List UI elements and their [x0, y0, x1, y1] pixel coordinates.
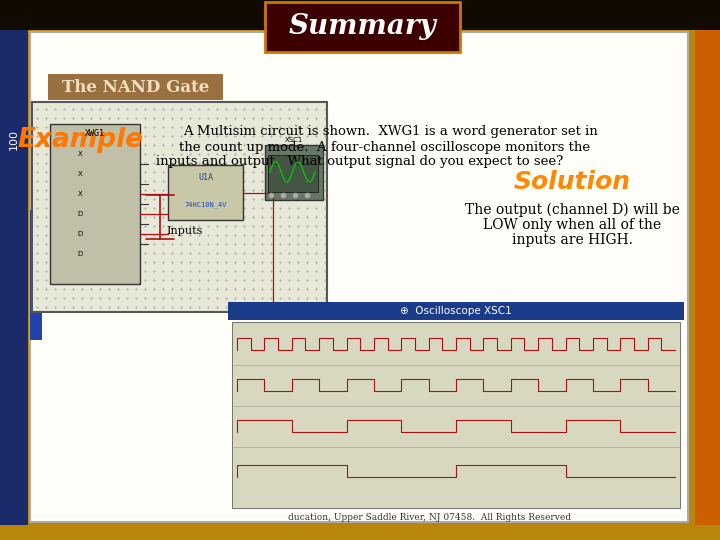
Text: A Multisim circuit is shown.  XWG1 is a word generator set in: A Multisim circuit is shown. XWG1 is a w… — [183, 125, 598, 138]
Bar — [0, 30, 28, 540]
Text: the count up mode.  A four-channel oscilloscope monitors the: the count up mode. A four-channel oscill… — [179, 140, 590, 153]
Bar — [0, 0, 720, 30]
Text: inputs and output.  What output signal do you expect to see?: inputs and output. What output signal do… — [156, 156, 564, 168]
Text: Inputs: Inputs — [167, 226, 203, 236]
Text: ducation, Upper Saddle River, NJ 07458.  All Rights Reserved: ducation, Upper Saddle River, NJ 07458. … — [289, 514, 572, 523]
Text: XSC1: XSC1 — [285, 137, 303, 143]
Bar — [695, 30, 720, 540]
Bar — [232, 322, 680, 508]
Bar — [268, 155, 318, 192]
Text: 100: 100 — [9, 130, 19, 151]
Text: XWG1: XWG1 — [85, 130, 105, 138]
Text: Example: Example — [17, 127, 143, 153]
Text: inputs are HIGH.: inputs are HIGH. — [512, 233, 632, 247]
Text: X: X — [78, 171, 82, 177]
Text: Solution: Solution — [513, 170, 631, 194]
Bar — [168, 165, 243, 220]
Text: ⊕  Oscilloscope XSC1: ⊕ Oscilloscope XSC1 — [400, 306, 512, 316]
Text: Summary: Summary — [289, 14, 436, 40]
Text: D: D — [77, 211, 83, 217]
Bar — [0, 525, 720, 540]
Text: U1A: U1A — [198, 172, 213, 181]
Text: LOW only when all of the: LOW only when all of the — [483, 218, 661, 232]
Text: 74HC10N_4V: 74HC10N_4V — [184, 201, 227, 208]
Text: X: X — [78, 191, 82, 197]
Bar — [228, 302, 684, 320]
Bar — [265, 2, 460, 52]
Bar — [265, 145, 323, 200]
Text: D: D — [77, 251, 83, 257]
Bar — [48, 74, 223, 100]
Text: D: D — [77, 231, 83, 237]
Bar — [30, 210, 42, 340]
Bar — [32, 102, 327, 312]
Text: The output (channel D) will be: The output (channel D) will be — [464, 203, 680, 217]
Bar — [50, 124, 140, 284]
Text: X: X — [78, 151, 82, 157]
Text: The NAND Gate: The NAND Gate — [62, 78, 209, 96]
